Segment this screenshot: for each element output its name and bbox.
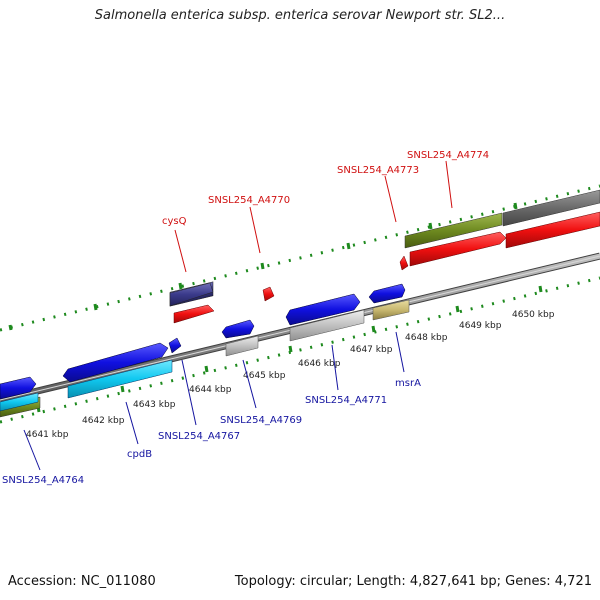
red-genes (173, 211, 600, 324)
leader-lines (23, 160, 453, 471)
tick-labels: 4641 kbp 4642 kbp 4643 kbp 4644 kbp 4645… (26, 310, 555, 440)
gene-label-cpdb[interactable]: cpdB (127, 449, 152, 460)
gene-label-snsl254-a4767[interactable]: SNSL254_A4767 (158, 431, 240, 442)
gene-label-snsl254-a4774[interactable]: SNSL254_A4774 (407, 150, 489, 161)
gene-purple-cysq[interactable] (169, 282, 214, 307)
gene-labels: SNSL254_A4764 cpdB SNSL254_A4767 SNSL254… (2, 150, 489, 486)
tick-label: 4648 kbp (405, 333, 448, 343)
gene-blue-cpdb[interactable] (62, 342, 169, 383)
gene-red-arrow-a4773[interactable] (399, 255, 409, 271)
accession-text: Accession: NC_011080 (8, 574, 156, 589)
upper-scale-ring (0, 184, 600, 332)
tick-label: 4646 kbp (298, 359, 341, 369)
gene-blue-left[interactable] (0, 376, 37, 400)
lower-track (0, 283, 410, 412)
gene-cyan-cpdb[interactable] (67, 359, 173, 399)
major-ticks (8, 202, 543, 413)
gene-label-snsl254-a4764[interactable]: SNSL254_A4764 (2, 475, 84, 486)
gene-khaki-msra[interactable] (372, 299, 410, 321)
tick-label: 4645 kbp (243, 371, 286, 381)
gene-label-msra[interactable]: msrA (395, 378, 421, 389)
gene-darkgray-a4774[interactable] (502, 189, 600, 227)
tick-label: 4650 kbp (512, 310, 555, 320)
tick-label: 4649 kbp (459, 321, 502, 331)
gene-red-a4773[interactable] (409, 231, 507, 267)
gene-label-snsl254-a4773[interactable]: SNSL254_A4773 (337, 165, 419, 176)
gene-gray-a4769[interactable] (225, 335, 259, 357)
gene-blue-small[interactable] (168, 337, 182, 354)
gene-blue-a4769[interactable] (221, 319, 255, 339)
gene-red-a4774[interactable] (505, 211, 600, 249)
gene-cyan-left[interactable] (0, 392, 39, 412)
tick-label: 4641 kbp (26, 430, 69, 440)
tick-label: 4647 kbp (350, 345, 393, 355)
gene-label-snsl254-a4769[interactable]: SNSL254_A4769 (220, 415, 302, 426)
gene-label-cysq[interactable]: cysQ (162, 216, 187, 227)
tick-label: 4643 kbp (133, 400, 176, 410)
gene-gray-a4771[interactable] (289, 309, 365, 342)
map-title: Salmonella enterica subsp. enterica sero… (94, 8, 506, 23)
gene-red-a4770[interactable] (262, 286, 275, 302)
upper-track (0, 189, 600, 418)
lower-scale-ring (0, 276, 600, 424)
gene-blue-a4771[interactable] (285, 293, 361, 326)
gene-olive-a4773[interactable] (404, 212, 503, 249)
gene-label-snsl254-a4771[interactable]: SNSL254_A4771 (305, 395, 387, 406)
gene-red-cysq[interactable] (173, 304, 215, 324)
gene-label-snsl254-a4770[interactable]: SNSL254_A4770 (208, 195, 290, 206)
tick-label: 4642 kbp (82, 416, 125, 426)
tick-label: 4644 kbp (189, 385, 232, 395)
gene-blue-msra[interactable] (368, 283, 406, 304)
genome-summary-text: Topology: circular; Length: 4,827,641 bp… (234, 574, 592, 589)
